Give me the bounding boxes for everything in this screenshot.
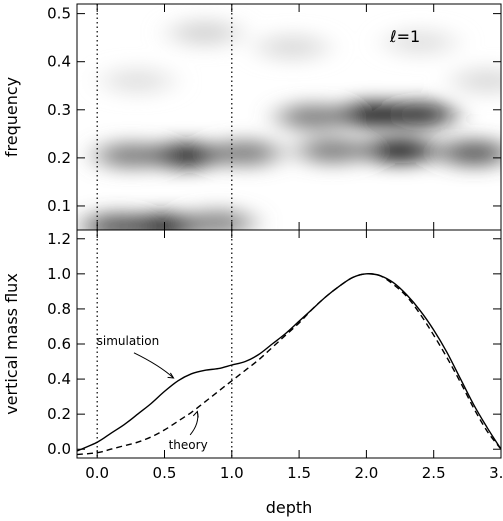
ell-annotation: ℓ=1	[389, 27, 420, 46]
theory-label: theory	[169, 438, 208, 452]
y-tick-label: 1.0	[47, 265, 71, 283]
heatmap-cell	[96, 142, 165, 169]
y-tick-label: 0.1	[47, 197, 71, 215]
flux-x-axis-title: depth	[266, 498, 313, 517]
y-tick-label: 0.6	[47, 335, 71, 353]
heatmap-cell	[278, 104, 347, 130]
mass-flux-panel: 0.0 0.2 0.4 0.6 0.8 1.0 1.2 0.0 0.5 1.0 1.5 2.0 2.5…	[2, 229, 503, 517]
x-tick-label: 1.5	[287, 464, 311, 482]
y-tick-label: 0.2	[47, 149, 71, 167]
heatmap-dotted-verticals	[96, 4, 233, 230]
heatmap-y-ticks: 0.1 0.2 0.3 0.4 0.5	[47, 5, 501, 215]
simulation-line	[77, 273, 501, 452]
x-tick-label: 2.0	[354, 464, 378, 482]
x-tick-label: 0.5	[153, 464, 177, 482]
y-tick-label: 0.8	[47, 300, 71, 318]
flux-frame	[76, 229, 502, 459]
heatmap-cell	[453, 67, 501, 94]
heatmap-cell	[184, 209, 253, 230]
heatmap-cell	[83, 213, 152, 230]
flux-annotations: simulation theory	[97, 334, 208, 452]
heatmap-cell	[150, 142, 219, 169]
x-tick-label: 0.0	[85, 464, 109, 482]
flux-x-ticks: 0.0 0.5 1.0 1.5 2.0 2.5 3.0	[85, 230, 503, 482]
simulation-label: simulation	[97, 334, 160, 348]
flux-dotted-verticals	[96, 230, 233, 458]
heatmap-intensity-layer	[83, 19, 501, 230]
y-tick-label: 0.5	[47, 5, 71, 23]
arrowhead	[167, 372, 175, 379]
x-tick-label: 1.0	[220, 464, 244, 482]
heatmap-cell	[339, 101, 408, 128]
heatmap-cell	[258, 34, 327, 61]
x-tick-label: 2.5	[422, 464, 446, 482]
heatmap-cell	[298, 137, 367, 164]
theory-line	[77, 273, 501, 456]
flux-series-layer	[77, 273, 501, 456]
x-tick-label: 3.0	[489, 464, 503, 482]
annotation-arrow	[133, 352, 174, 379]
heatmap-cell	[386, 29, 455, 56]
flux-y-ticks: 0.0 0.2 0.4 0.6 0.8 1.0 1.2	[47, 230, 501, 458]
y-tick-label: 1.2	[47, 230, 71, 248]
frequency-heatmap-panel: 0.1 0.2 0.3 0.4 0.5 frequency ℓ=1	[2, 3, 502, 231]
arrowhead	[192, 410, 199, 418]
y-tick-label: 0.4	[47, 53, 71, 71]
heatmap-cell	[170, 19, 239, 46]
flux-y-axis-title: vertical mass flux	[2, 273, 21, 415]
y-tick-label: 0.2	[47, 405, 71, 423]
y-tick-label: 0.4	[47, 370, 71, 388]
y-tick-label: 0.0	[47, 440, 71, 458]
heatmap-cell	[366, 137, 435, 164]
heatmap-y-axis-title: frequency	[2, 77, 21, 157]
y-tick-label: 0.3	[47, 101, 71, 119]
heatmap-cell	[103, 67, 172, 94]
heatmap-cell	[440, 140, 501, 167]
heatmap-cell	[386, 101, 455, 128]
heatmap-cell	[211, 140, 280, 167]
